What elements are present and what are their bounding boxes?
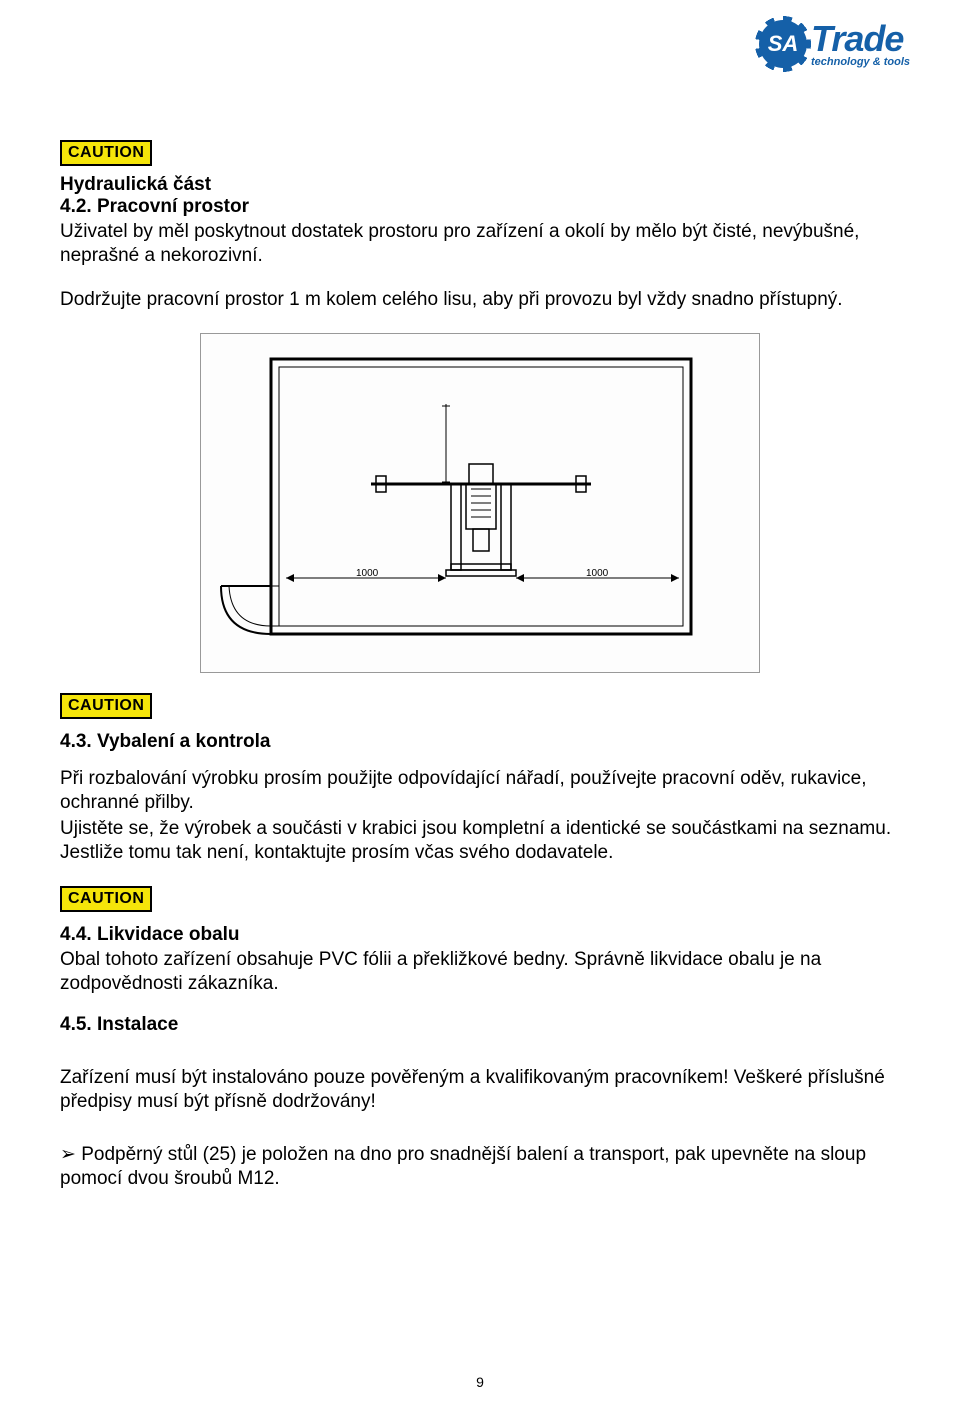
- logo-badge-text: SA: [768, 31, 799, 57]
- paragraph-4-2-b: Dodržujte pracovní prostor 1 m kolem cel…: [60, 288, 900, 312]
- logo-text-block: Trade technology & tools: [811, 21, 910, 68]
- brand-logo: SA Trade technology & tools: [759, 20, 910, 68]
- caution-badge: CAUTION: [60, 693, 152, 719]
- paragraph-4-2-a: Uživatel by měl poskytnout dostatek pros…: [60, 220, 900, 268]
- heading-4-2: 4.2. Pracovní prostor: [60, 196, 900, 218]
- page-content: CAUTION Hydraulická část 4.2. Pracovní p…: [60, 140, 900, 1191]
- dim-label-right: 1000: [586, 568, 609, 579]
- logo-sub: technology & tools: [811, 57, 910, 68]
- caution-badge: CAUTION: [60, 140, 152, 166]
- dim-label-left: 1000: [356, 568, 379, 579]
- gear-icon: SA: [759, 20, 807, 68]
- logo-main: Trade: [811, 21, 910, 57]
- heading-4-4: 4.4. Likvidace obalu: [60, 924, 900, 946]
- section-4-3: CAUTION 4.3. Vybalení a kontrola Při roz…: [60, 693, 900, 864]
- paragraph-4-4: Obal tohoto zařízení obsahuje PVC fólii …: [60, 948, 900, 996]
- paragraph-4-5: Zařízení musí být instalováno pouze pově…: [60, 1066, 900, 1114]
- diagram-container: 1000 1000: [200, 333, 760, 673]
- paragraph-4-3-a: Při rozbalování výrobku prosím použijte …: [60, 767, 900, 815]
- paragraph-4-3-b: Ujistěte se, že výrobek a součásti v kra…: [60, 817, 900, 865]
- heading-4-3: 4.3. Vybalení a kontrola: [60, 731, 900, 753]
- caution-badge: CAUTION: [60, 886, 152, 912]
- bullet-4-5: ➢ Podpěrný stůl (25) je položen na dno p…: [60, 1143, 900, 1191]
- clearance-diagram: 1000 1000: [200, 333, 760, 673]
- section-4-4: CAUTION 4.4. Likvidace obalu Obal tohoto…: [60, 886, 900, 1191]
- heading-4-5: 4.5. Instalace: [60, 1014, 900, 1036]
- diagram-svg: 1000 1000: [201, 334, 761, 674]
- page-number: 9: [476, 1374, 484, 1390]
- section-4-2: CAUTION Hydraulická část 4.2. Pracovní p…: [60, 140, 900, 311]
- heading-hydraulic: Hydraulická část: [60, 174, 900, 196]
